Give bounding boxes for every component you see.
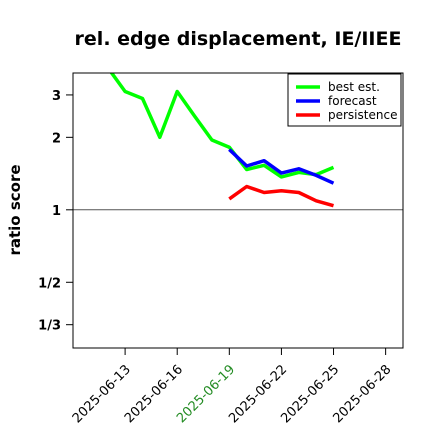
series-line-forecast (228, 148, 335, 185)
y-tick-label: 1/3 (38, 319, 61, 334)
chart-title: rel. edge displacement, IE/IIEE (75, 28, 402, 50)
legend-label: best est. (328, 80, 380, 94)
y-axis-label: ratio score (6, 164, 24, 255)
y-tick-label: 1 (52, 204, 61, 219)
series-line-persistence (228, 184, 334, 208)
y-tick-label: 1/2 (38, 276, 61, 291)
legend-label: persistence (328, 108, 397, 122)
y-tick-label: 2 (52, 131, 61, 146)
plot-frame (72, 72, 404, 349)
legend-label: forecast (328, 94, 377, 108)
plot-area: 3211/21/32025-06-132025-06-162025-06-192… (38, 72, 404, 426)
series-line-best-est (109, 73, 335, 179)
y-tick-label: 3 (52, 89, 61, 104)
